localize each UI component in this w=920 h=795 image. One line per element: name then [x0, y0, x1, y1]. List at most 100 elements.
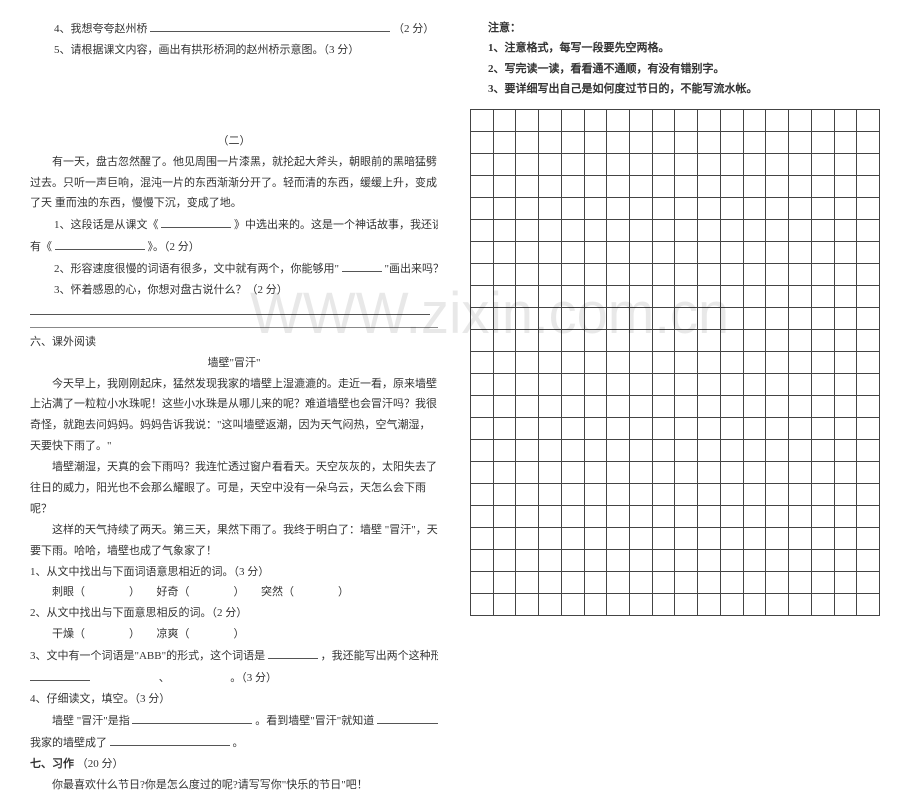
q21d: 》。（2 分）: [148, 241, 200, 253]
grid-cell: [607, 418, 630, 440]
grid-cell: [607, 572, 630, 594]
grid-cell: [607, 374, 630, 396]
grid-cell: [720, 484, 743, 506]
grid-cell: [675, 176, 698, 198]
grid-cell: [698, 484, 721, 506]
q21b: 》中选出来的。这是一个神话故事，我还读过别的神话故事，: [234, 219, 438, 231]
grid-cell: [493, 286, 516, 308]
grid-cell: [630, 154, 653, 176]
grid-cell: [607, 396, 630, 418]
grid-cell: [652, 242, 675, 264]
grid-cell: [675, 242, 698, 264]
grid-cell: [471, 198, 494, 220]
q21-blank2: [55, 236, 145, 250]
grid-cell: [857, 176, 880, 198]
grid-cell: [539, 198, 562, 220]
grid-cell: [584, 440, 607, 462]
grid-cell: [539, 484, 562, 506]
grid-cell: [584, 308, 607, 330]
grid-cell: [698, 242, 721, 264]
grid-cell: [720, 220, 743, 242]
sec7-prompt: 你最喜欢什么节日?你是怎么度过的呢?请写写你"快乐的节日"吧！: [30, 775, 438, 795]
grid-cell: [652, 176, 675, 198]
grid-cell: [493, 352, 516, 374]
grid-cell: [811, 572, 834, 594]
grid-cell: [652, 330, 675, 352]
q22b: "画出来吗？（2 分）: [385, 263, 439, 275]
r2-items: 干燥（ ） 凉爽（ ）: [30, 624, 438, 645]
grid-cell: [561, 418, 584, 440]
grid-cell: [561, 550, 584, 572]
grid-cell: [561, 220, 584, 242]
grid-cell: [811, 484, 834, 506]
grid-cell: [789, 550, 812, 572]
grid-cell: [584, 110, 607, 132]
grid-cell: [471, 418, 494, 440]
r4-line2: 我家的墙壁成了 。: [30, 732, 438, 754]
grid-cell: [743, 220, 766, 242]
grid-cell: [516, 242, 539, 264]
grid-cell: [834, 176, 857, 198]
grid-cell: [516, 110, 539, 132]
grid-cell: [789, 418, 812, 440]
grid-cell: [857, 440, 880, 462]
grid-cell: [630, 418, 653, 440]
grid-cell: [607, 352, 630, 374]
grid-cell: [607, 132, 630, 154]
grid-cell: [698, 308, 721, 330]
grid-cell: [561, 374, 584, 396]
q22a: 2、形容速度很慢的词语有很多，文中就有两个，你能够用": [54, 263, 339, 275]
grid-cell: [516, 176, 539, 198]
grid-cell: [857, 528, 880, 550]
grid-cell: [766, 506, 789, 528]
grid-cell: [811, 352, 834, 374]
grid-cell: [789, 440, 812, 462]
grid-cell: [493, 484, 516, 506]
grid-cell: [493, 374, 516, 396]
grid-cell: [471, 176, 494, 198]
grid-cell: [743, 176, 766, 198]
grid-cell: [516, 286, 539, 308]
grid-cell: [607, 286, 630, 308]
grid-cell: [720, 352, 743, 374]
grid-cell: [834, 572, 857, 594]
grid-cell: [471, 550, 494, 572]
writing-grid-wrap: [470, 109, 890, 616]
part2-heading: （二）: [30, 131, 438, 152]
grid-cell: [857, 484, 880, 506]
grid-cell: [630, 484, 653, 506]
r1-items: 刺眼（ ） 好奇（ ） 突然（ ）: [30, 582, 438, 603]
grid-cell: [561, 594, 584, 616]
grid-cell: [834, 594, 857, 616]
grid-cell: [789, 132, 812, 154]
q2-1-line2: 有《 》。（2 分）: [30, 236, 438, 258]
grid-cell: [561, 396, 584, 418]
grid-cell: [471, 132, 494, 154]
grid-cell: [743, 242, 766, 264]
r1: 1、从文中找出与下面词语意思相近的词。（3 分）: [30, 562, 438, 583]
grid-cell: [652, 154, 675, 176]
grid-cell: [789, 308, 812, 330]
grid-cell: [471, 462, 494, 484]
grid-cell: [584, 462, 607, 484]
grid-cell: [607, 550, 630, 572]
grid-cell: [834, 286, 857, 308]
grid-cell: [698, 154, 721, 176]
grid-cell: [720, 132, 743, 154]
grid-cell: [834, 440, 857, 462]
grid-cell: [834, 132, 857, 154]
sec7-pts: （20 分）: [77, 758, 124, 770]
q4-line: 4、我想夸夸赵州桥 （2 分）: [30, 18, 438, 40]
r4-blank1: [132, 710, 252, 724]
grid-cell: [675, 462, 698, 484]
grid-cell: [630, 286, 653, 308]
grid-cell: [766, 198, 789, 220]
grid-cell: [539, 506, 562, 528]
grid-cell: [811, 418, 834, 440]
grid-cell: [516, 198, 539, 220]
grid-cell: [630, 550, 653, 572]
grid-cell: [471, 528, 494, 550]
grid-cell: [834, 154, 857, 176]
grid-cell: [561, 198, 584, 220]
grid-cell: [811, 242, 834, 264]
